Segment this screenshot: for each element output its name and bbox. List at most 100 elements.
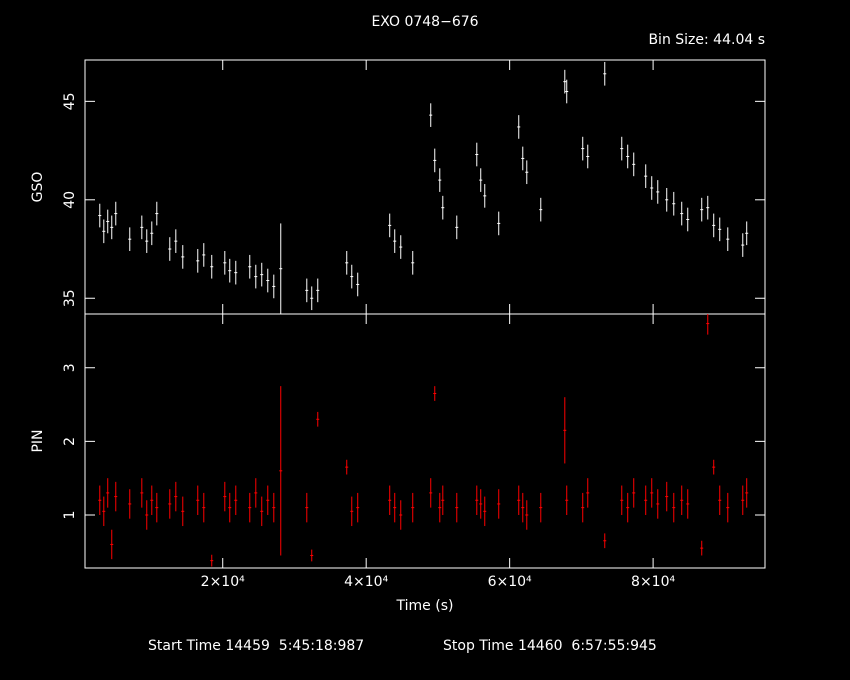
data-point [563, 69, 567, 94]
data-point [726, 227, 730, 251]
x-tick-label: 4×10⁴ [344, 574, 388, 590]
data-point [650, 478, 654, 508]
data-point [586, 144, 590, 169]
data-point [700, 540, 704, 556]
data-point [388, 213, 392, 238]
data-point [563, 397, 567, 464]
data-point [248, 492, 252, 523]
data-point [140, 478, 144, 508]
data-point [603, 61, 607, 86]
data-point [706, 195, 710, 220]
data-point [497, 489, 501, 519]
data-point [114, 201, 118, 226]
data-point [234, 485, 238, 515]
data-point [586, 478, 590, 508]
data-point [626, 492, 630, 523]
data-point [497, 211, 501, 236]
data-point [620, 136, 624, 161]
chart-title: EXO 0748−676 [371, 14, 478, 30]
data-point [145, 229, 149, 253]
data-point [345, 250, 349, 275]
data-point [441, 195, 445, 220]
y-tick-label: 35 [62, 289, 78, 307]
data-point [438, 492, 442, 523]
data-point [234, 260, 238, 285]
data-point [223, 481, 227, 512]
data-point [155, 492, 159, 523]
data-point [441, 485, 445, 515]
y-tick-label: 40 [62, 191, 78, 209]
data-point [305, 278, 309, 303]
data-point [316, 411, 320, 427]
data-point [475, 485, 479, 515]
y-axis-label: PIN [30, 429, 46, 452]
data-point [196, 485, 200, 515]
data-point [741, 485, 745, 515]
data-point [656, 180, 660, 204]
data-point [475, 142, 479, 167]
data-point [479, 168, 483, 192]
data-point [712, 459, 716, 475]
data-point [399, 500, 403, 530]
data-point [745, 221, 749, 246]
data-point [98, 203, 102, 228]
data-point [110, 529, 114, 560]
data-point [168, 489, 172, 519]
data-point [223, 250, 227, 275]
data-point [718, 485, 722, 515]
data-point [350, 264, 354, 289]
data-point [525, 160, 529, 185]
data-point [106, 478, 110, 508]
data-point [672, 191, 676, 216]
data-point [726, 492, 730, 523]
data-point [272, 274, 276, 299]
data-point [310, 549, 314, 562]
data-point [521, 492, 525, 523]
data-point [718, 217, 722, 242]
data-point [626, 144, 630, 169]
data-point [644, 485, 648, 515]
data-point [429, 478, 433, 508]
y-tick-label: 1 [62, 511, 78, 520]
data-point [539, 492, 543, 523]
data-point [356, 272, 360, 297]
data-point [114, 481, 118, 512]
data-point [110, 215, 114, 240]
data-point [680, 201, 684, 226]
data-point [483, 496, 487, 527]
data-point [686, 489, 690, 519]
data-point [155, 201, 159, 226]
data-point [525, 500, 529, 530]
data-point [260, 496, 264, 527]
data-point [539, 197, 543, 222]
data-point [140, 215, 144, 240]
data-point [455, 492, 459, 523]
data-point [672, 492, 676, 523]
data-point [196, 249, 200, 273]
y-tick-label: 3 [62, 363, 78, 372]
data-point [310, 286, 314, 311]
data-point [228, 258, 232, 283]
data-point [429, 103, 433, 127]
data-point [581, 136, 585, 161]
data-point [272, 492, 276, 523]
data-point [150, 485, 154, 515]
bin-size: Bin Size: 44.04 s [648, 32, 765, 48]
data-point [521, 146, 525, 171]
data-point [656, 489, 660, 519]
data-point [210, 554, 214, 567]
data-point [455, 215, 459, 240]
data-point [228, 492, 232, 523]
data-point [411, 492, 415, 523]
data-point [483, 184, 487, 208]
data-point [632, 152, 636, 177]
data-point [174, 481, 178, 512]
data-point [350, 496, 354, 527]
y-tick-label: 45 [62, 92, 78, 110]
data-point [399, 235, 403, 259]
data-point [254, 264, 258, 289]
data-point [102, 219, 106, 244]
data-point [248, 254, 252, 279]
